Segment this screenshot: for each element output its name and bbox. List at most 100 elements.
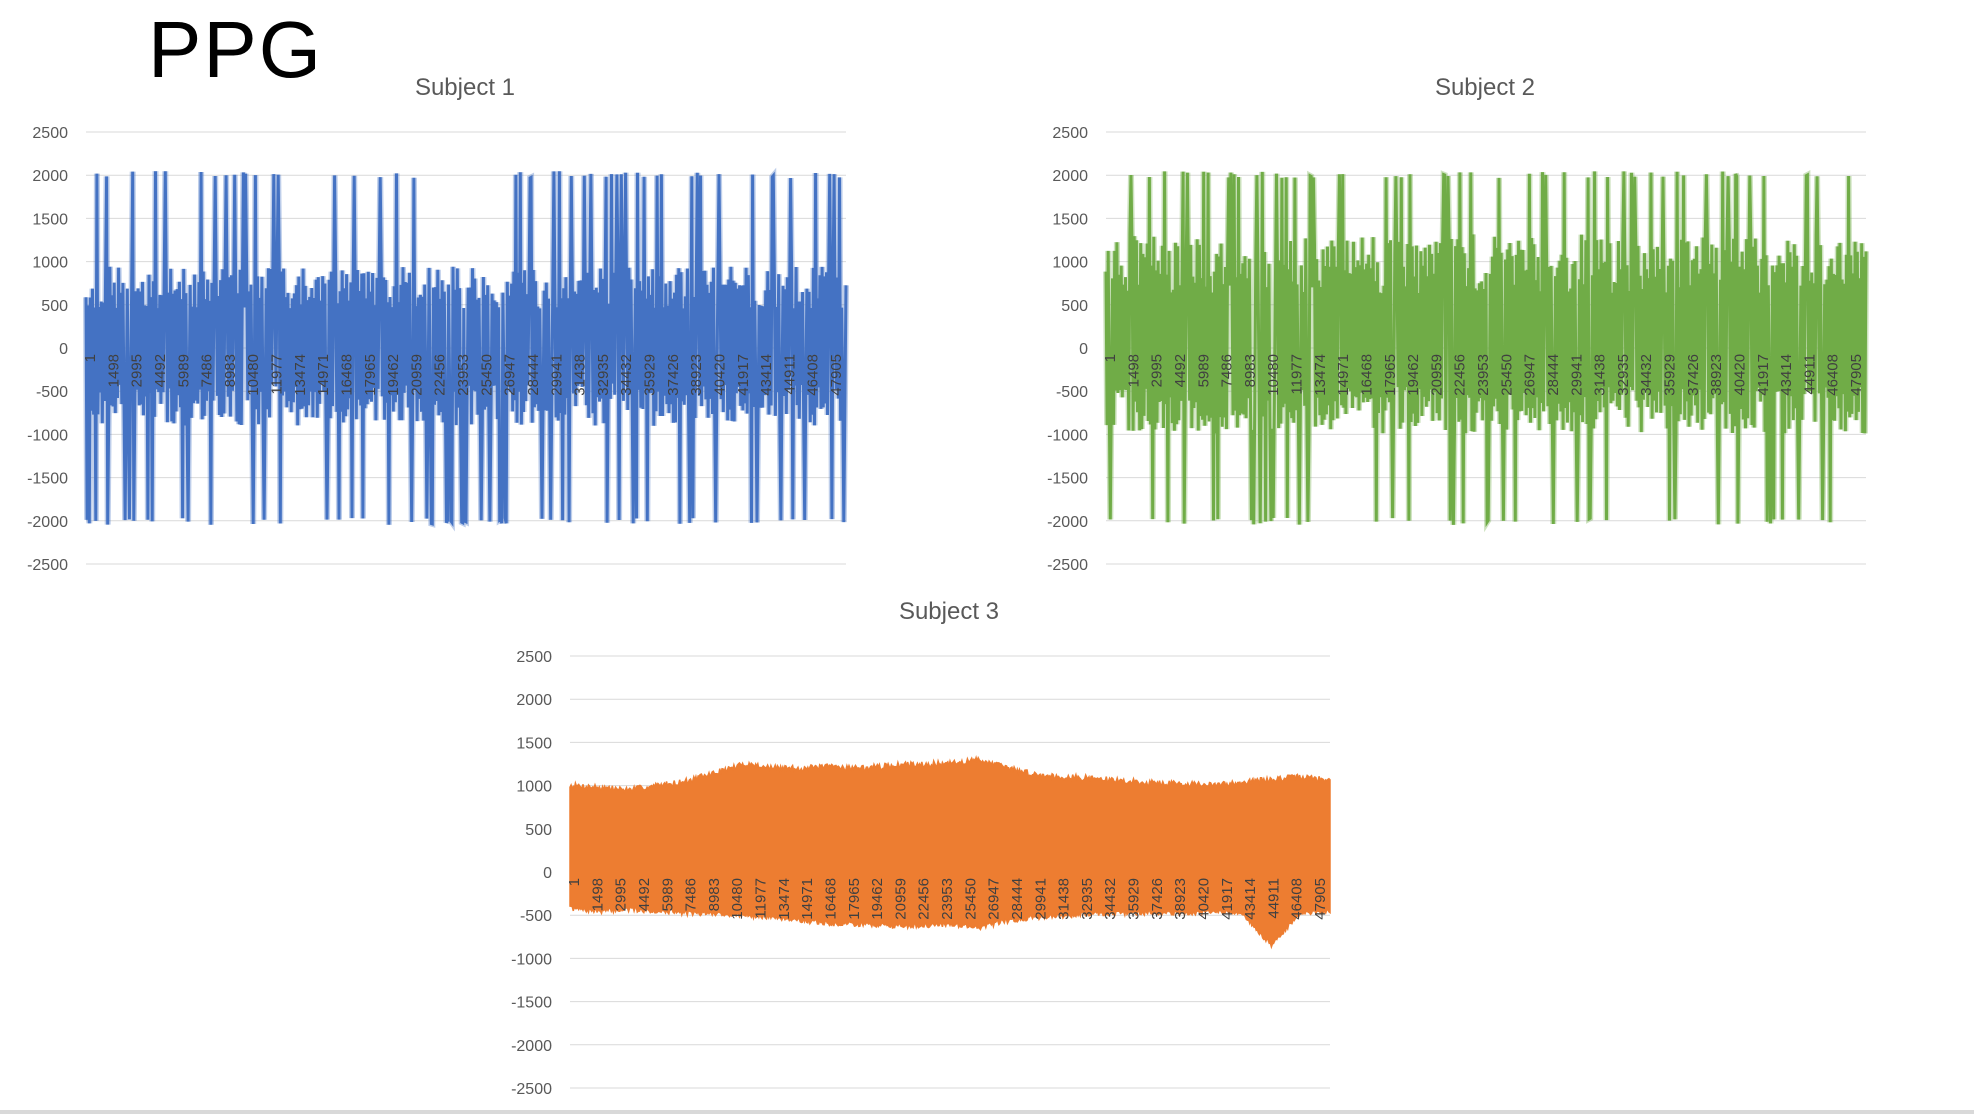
x-tick-label: 10480 — [245, 354, 262, 396]
x-tick-label: 25450 — [1498, 354, 1515, 396]
x-tick-label: 32935 — [595, 354, 612, 396]
x-tick-label: 5989 — [1195, 354, 1212, 387]
x-tick-label: 4492 — [152, 354, 169, 387]
x-tick-label: 47905 — [828, 354, 845, 396]
x-tick-label: 4492 — [1172, 354, 1189, 387]
x-tick-label: 14971 — [799, 878, 816, 920]
x-tick-label: 8983 — [222, 354, 239, 387]
x-tick-label: 32935 — [1615, 354, 1632, 396]
x-tick-label: 38923 — [1708, 354, 1725, 396]
x-tick-label: 5989 — [175, 354, 192, 387]
y-tick-label: -500 — [1056, 384, 1088, 401]
x-tick-label: 2995 — [613, 878, 630, 911]
x-tick-label: 17965 — [362, 354, 379, 396]
chart-subject-1: Subject 1 2500 2000 1500 1000 500 0 -500 -1000 -… — [0, 70, 880, 590]
y-tick-label: 2500 — [516, 649, 552, 666]
x-tick-label: 11977 — [753, 878, 770, 919]
chart-title: Subject 2 — [1434, 74, 1536, 101]
x-tick-label: 19462 — [869, 878, 886, 920]
x-tick-label: 7486 — [199, 354, 216, 387]
x-tick-label: 2995 — [1149, 354, 1166, 387]
x-tick-label: 14971 — [315, 354, 332, 396]
y-tick-label: 0 — [543, 865, 552, 882]
x-tick-label: 10480 — [1265, 354, 1282, 396]
x-tick-label: 41917 — [1755, 354, 1772, 396]
series-line — [84, 171, 848, 527]
y-tick-label: -1000 — [1047, 427, 1088, 444]
x-tick-label: 26947 — [1522, 354, 1539, 396]
x-tick-label: 1 — [566, 878, 583, 886]
x-tick-label: 44911 — [1801, 354, 1818, 395]
x-tick-label: 43414 — [1778, 354, 1795, 396]
x-tick-label: 7486 — [683, 878, 700, 911]
x-tick-label: 25450 — [962, 878, 979, 920]
y-tick-label: -500 — [36, 384, 68, 401]
y-tick-label: 2000 — [1052, 168, 1088, 185]
x-tick-label: 47905 — [1848, 354, 1865, 396]
y-tick-label: 0 — [1079, 341, 1088, 358]
x-tick-label: 13474 — [1312, 354, 1329, 396]
chart-subject-2: Subject 2 2500 2000 1500 1000 500 0 -500 -1000 -… — [1020, 70, 1900, 590]
x-tick-label: 20959 — [892, 878, 909, 920]
y-tick-label: 1000 — [32, 255, 68, 272]
x-tick-label: 17965 — [1382, 354, 1399, 396]
y-tick-label: -1500 — [27, 471, 68, 488]
x-tick-label: 46408 — [1825, 354, 1842, 396]
x-tick-label: 1498 — [589, 878, 606, 911]
x-tick-label: 22456 — [1452, 354, 1469, 396]
x-tick-label: 5989 — [659, 878, 676, 911]
x-tick-label: 41917 — [735, 354, 752, 396]
x-tick-label: 20959 — [1428, 354, 1445, 396]
y-tick-label: 1500 — [516, 735, 552, 752]
x-tick-label: 26947 — [502, 354, 519, 396]
x-tick-label: 44911 — [1265, 878, 1282, 919]
x-tick-label: 28444 — [1009, 878, 1026, 920]
chart-plot-area: 2500 2000 1500 1000 500 0 -500 -1000 -1500 -2000 -… — [511, 649, 1331, 1098]
y-tick-label: -1500 — [1047, 471, 1088, 488]
x-tick-label: 23953 — [939, 878, 956, 920]
series-line — [1104, 171, 1868, 528]
x-tick-label: 37426 — [1685, 354, 1702, 396]
x-tick-label: 13474 — [292, 354, 309, 396]
x-tick-label: 29941 — [1568, 354, 1585, 396]
x-tick-label: 25450 — [478, 354, 495, 396]
x-tick-label: 31438 — [1056, 878, 1073, 920]
x-tick-label: 46408 — [805, 354, 822, 396]
series-area — [569, 755, 1331, 950]
y-tick-label: 500 — [1061, 298, 1088, 315]
x-tick-label: 37426 — [665, 354, 682, 396]
chart-title: Subject 3 — [898, 598, 1000, 625]
y-tick-label: 2500 — [1052, 125, 1088, 142]
y-tick-label: 1000 — [1052, 255, 1088, 272]
y-tick-label: -1000 — [511, 951, 552, 968]
x-tick-label: 16468 — [1358, 354, 1375, 396]
x-tick-label: 4492 — [636, 878, 653, 911]
y-tick-label: -500 — [520, 908, 552, 925]
x-tick-label: 20959 — [408, 354, 425, 396]
x-tick-label: 26947 — [986, 878, 1003, 920]
y-tick-label: 2500 — [32, 125, 68, 142]
x-tick-label: 37426 — [1149, 878, 1166, 920]
y-tick-label: 1500 — [32, 211, 68, 228]
x-tick-label: 40420 — [711, 354, 728, 396]
x-tick-label: 47905 — [1312, 878, 1329, 920]
y-tick-label: 2000 — [516, 692, 552, 709]
series-density — [1103, 169, 1869, 533]
x-tick-label: 2995 — [129, 354, 146, 387]
x-tick-label: 19462 — [1405, 354, 1422, 396]
x-tick-label: 35929 — [1662, 354, 1679, 396]
y-tick-label: -2500 — [511, 1081, 552, 1098]
x-tick-label: 11977 — [1289, 354, 1306, 395]
x-tick-label: 13474 — [776, 878, 793, 920]
y-tick-label: -2000 — [27, 514, 68, 531]
chart-plot-area: 2500 2000 1500 1000 500 0 -500 -1000 -1500 -2000 -… — [1047, 125, 1869, 574]
series-density — [83, 167, 849, 532]
x-tick-label: 10480 — [729, 878, 746, 920]
x-tick-label: 16468 — [822, 878, 839, 920]
y-tick-label: -1000 — [27, 427, 68, 444]
page-title: PPG — [148, 5, 323, 94]
x-tick-label: 1498 — [105, 354, 122, 387]
x-tick-label: 31438 — [1592, 354, 1609, 396]
x-tick-label: 35929 — [1126, 878, 1143, 920]
x-tick-label: 1 — [1102, 354, 1119, 362]
